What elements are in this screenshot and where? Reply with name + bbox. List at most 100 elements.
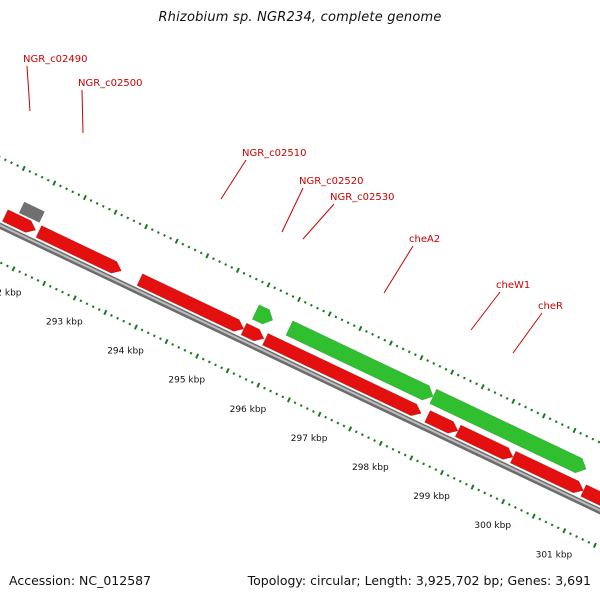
inner-scale-tick [581, 538, 585, 541]
outer-scale-tick [475, 382, 478, 386]
inner-scale-tick [61, 290, 64, 294]
gene-arrow[interactable] [580, 484, 600, 508]
outer-scale-tick [395, 344, 399, 348]
inner-scale-tick [232, 372, 236, 376]
outer-scale-tick [316, 306, 319, 310]
outer-scale-tick [52, 180, 57, 186]
gene-arrow[interactable] [454, 424, 514, 460]
tick-layer [0, 155, 600, 549]
gene-arrow[interactable] [509, 450, 584, 494]
genome-summary: Topology: circular; Length: 3,925,702 bp… [247, 573, 591, 588]
outer-scale-tick [291, 295, 295, 298]
inner-scale-tick [159, 337, 162, 341]
outer-scale-tick [426, 359, 430, 362]
inner-scale-tick [452, 476, 456, 480]
gene-label: NGR_c02500 [78, 78, 143, 89]
scale-label: 299 kbp [413, 492, 450, 502]
outer-scale-tick [334, 315, 338, 319]
inner-scale-tick [30, 276, 34, 279]
inner-scale-tick [11, 266, 16, 272]
inner-scale-tick [489, 494, 493, 498]
outer-scale-tick [358, 325, 363, 332]
gene-ngr_c02530-arrow[interactable] [240, 322, 265, 342]
outer-scale-tick [77, 193, 81, 197]
outer-scale-tick [266, 282, 271, 288]
inner-scale-tick [348, 426, 353, 432]
outer-scale-tick [444, 367, 448, 371]
gene-chew1-arrow[interactable] [429, 388, 587, 474]
inner-scale-tick [544, 520, 548, 524]
gene-arrow[interactable] [262, 332, 422, 417]
gene-label-leader [470, 291, 501, 331]
outer-scale-tick [480, 384, 485, 390]
outer-scale-tick [438, 364, 442, 368]
inner-scale-tick [171, 343, 175, 346]
gene-label-leader [302, 203, 335, 240]
outer-scale-tick [585, 434, 589, 438]
inner-scale-tick [152, 334, 156, 338]
inner-scale-tick [305, 407, 309, 410]
inner-scale-tick [513, 506, 517, 509]
inner-scale-tick [36, 279, 40, 282]
gene-label-leader [220, 159, 247, 200]
inner-scale-tick [439, 469, 444, 476]
inner-scale-tick [587, 540, 591, 544]
inner-scale-tick [330, 418, 334, 422]
inner-scale-tick [470, 484, 475, 490]
gene-label: cheW1 [496, 280, 530, 291]
inner-scale-tick [293, 401, 297, 405]
outer-scale-tick [193, 248, 197, 252]
inner-scale-tick [434, 468, 438, 472]
gene-label-leader [512, 312, 543, 354]
inner-scale-tick [183, 348, 187, 352]
outer-scale-tick [511, 398, 516, 404]
outer-scale-tick [126, 216, 130, 220]
outer-scale-tick [254, 277, 258, 281]
outer-scale-tick [419, 354, 424, 361]
outer-scale-tick [462, 376, 466, 380]
gene-arrow[interactable] [1, 209, 37, 233]
outer-scale-tick [346, 321, 350, 325]
label-layer: NGR_c02490 NGR_c02500 NGR_c02510 NGR_c02520… [0, 54, 573, 560]
gene-ngr_c02500-arrow[interactable] [35, 225, 122, 274]
inner-scale-tick [140, 328, 144, 332]
gene-cher-arrow[interactable] [424, 410, 459, 434]
outer-scale-tick [432, 362, 436, 365]
outer-scale-tick [518, 402, 521, 406]
inner-scale-tick [133, 324, 138, 330]
inner-scale-tick [91, 305, 95, 309]
outer-scale-tick [352, 324, 356, 328]
accession-label: Accession: NC_012587 [9, 573, 152, 588]
inner-scale-tick [403, 453, 407, 457]
gene-label-leader [383, 245, 414, 294]
inner-scale-tick [79, 299, 83, 303]
inner-scale-tick [312, 410, 315, 413]
inner-scale-tick [428, 465, 432, 469]
outer-scale-tick [450, 369, 455, 375]
gene-ngr_c02520-arrow[interactable] [251, 304, 274, 325]
outer-scale-tick [414, 353, 417, 357]
scale-label: 300 kbp [474, 521, 511, 531]
outer-scale-tick [156, 231, 160, 234]
inner-scale-tick [263, 386, 266, 390]
inner-scale-tick [195, 353, 200, 359]
page-title: Rhizobium sp. NGR234, complete genome [158, 10, 442, 25]
outer-scale-tick [456, 373, 460, 377]
inner-scale-tick [501, 498, 506, 505]
inner-scale-tick [177, 345, 181, 349]
outer-scale-tick [248, 274, 252, 278]
inner-scale-tick [531, 513, 536, 519]
outer-scale-tick [401, 347, 405, 351]
gene-ngr_c02510-arrow[interactable] [136, 273, 245, 332]
gene-chea2-arrow[interactable] [285, 320, 434, 401]
inner-scale-tick [446, 474, 450, 477]
outer-scale-tick [150, 228, 154, 232]
outer-scale-tick [572, 427, 577, 434]
outer-scale-tick [218, 260, 221, 264]
gene-ngr_c02490-arrow[interactable] [18, 201, 45, 223]
outer-scale-tick [524, 405, 527, 409]
outer-scale-tick [541, 413, 546, 419]
outer-scale-tick [169, 236, 172, 240]
gene-label: NGR_c02490 [23, 54, 88, 65]
inner-scale-tick [97, 308, 101, 311]
